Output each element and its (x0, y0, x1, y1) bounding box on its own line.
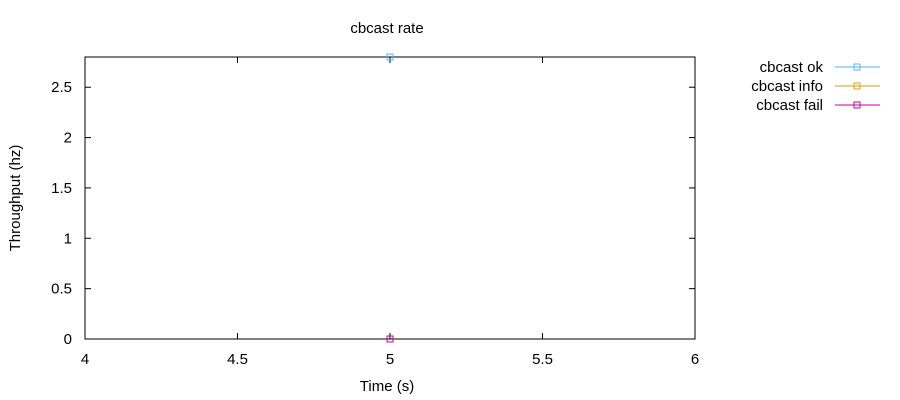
x-tick-label: 4 (81, 351, 89, 368)
legend-label-1: cbcast info (751, 78, 823, 95)
y-tick-label: 2 (64, 130, 72, 147)
y-tick-label: 0 (64, 331, 72, 348)
y-tick-label: 2.5 (51, 79, 72, 96)
data-point-0-0 (386, 53, 394, 61)
y-axis-label: Throughput (hz) (7, 145, 24, 252)
y-axis-ticks: 0 0.5 1 1.5 2 2.5 (51, 79, 695, 348)
legend-label-2: cbcast fail (756, 97, 823, 114)
y-tick-label: 0.5 (51, 281, 72, 298)
x-tick-label: 5.5 (532, 351, 553, 368)
legend: cbcast ok cbcast info cbcast fail (751, 59, 880, 114)
y-tick-label: 1 (64, 230, 72, 247)
y-tick-label: 1.5 (51, 180, 72, 197)
x-tick-label: 6 (691, 351, 699, 368)
x-axis-ticks: 4 4.5 5 5.5 6 (81, 57, 699, 368)
legend-label-0: cbcast ok (760, 59, 824, 76)
chart-title: cbcast rate (350, 20, 423, 37)
x-axis-label: Time (s) (360, 378, 414, 395)
legend-marker-2 (853, 101, 861, 109)
legend-marker-1 (853, 82, 861, 90)
series-group (386, 53, 394, 343)
plot-area-frame (84, 56, 696, 340)
legend-marker-0 (853, 63, 861, 71)
data-point-2-0 (386, 335, 394, 343)
x-tick-label: 4.5 (227, 351, 248, 368)
x-tick-label: 5 (386, 351, 394, 368)
